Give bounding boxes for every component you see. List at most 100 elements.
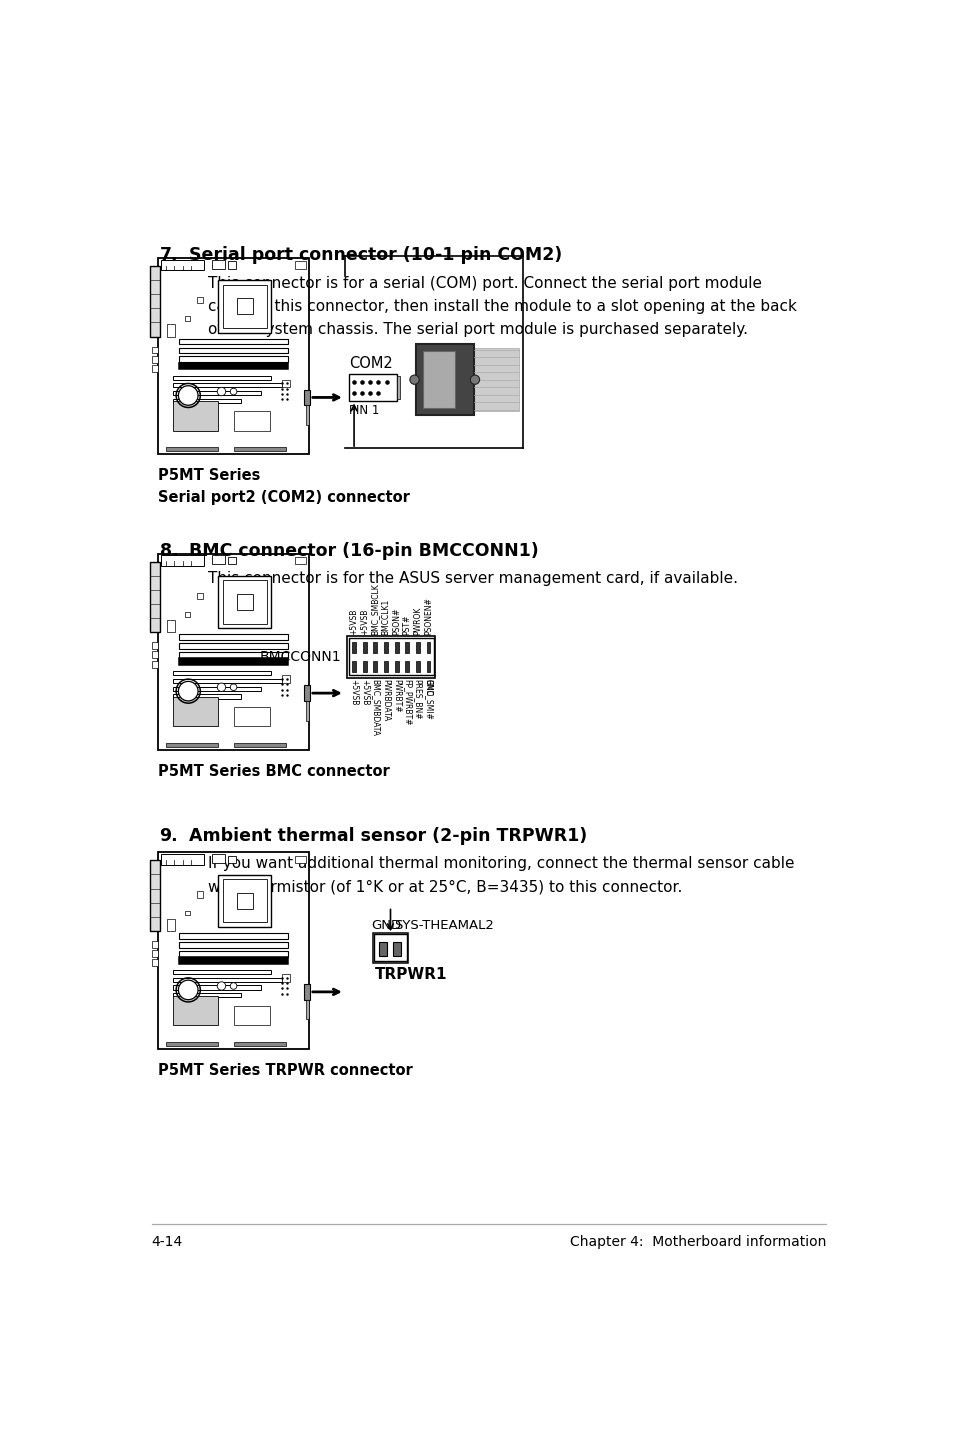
Text: with thermistor (of 1°K or at 25°C, B=3435) to this connector.: with thermistor (of 1°K or at 25°C, B=34…: [208, 880, 682, 894]
Bar: [179, 634, 288, 640]
Bar: [218, 280, 271, 332]
Bar: [172, 384, 282, 387]
Bar: [167, 620, 174, 633]
Bar: [393, 942, 400, 956]
Bar: [348, 374, 396, 401]
Bar: [161, 260, 204, 270]
Bar: [282, 974, 290, 982]
Bar: [179, 956, 288, 963]
Bar: [405, 643, 409, 653]
Text: Serial port2 (COM2) connector: Serial port2 (COM2) connector: [158, 490, 410, 505]
Bar: [233, 1005, 270, 1025]
Bar: [348, 638, 434, 676]
Bar: [236, 299, 253, 315]
Text: 9.: 9.: [159, 827, 178, 846]
Bar: [416, 661, 419, 673]
Bar: [172, 679, 282, 683]
Text: COM2: COM2: [349, 357, 393, 371]
Text: PSON#: PSON#: [392, 608, 400, 636]
Bar: [172, 401, 218, 431]
Bar: [172, 686, 260, 690]
Bar: [172, 672, 271, 676]
Text: Ambient thermal sensor (2-pin TRPWR1): Ambient thermal sensor (2-pin TRPWR1): [189, 827, 587, 846]
Circle shape: [230, 684, 236, 690]
Bar: [179, 348, 288, 354]
Bar: [474, 348, 518, 411]
Bar: [228, 262, 235, 269]
Text: BMC connector (16-pin BMCCONN1): BMC connector (16-pin BMCCONN1): [189, 542, 538, 561]
Bar: [422, 351, 455, 408]
Text: PWRBDATA: PWRBDATA: [381, 679, 390, 722]
Bar: [158, 554, 309, 751]
Circle shape: [470, 375, 479, 384]
Bar: [304, 984, 310, 999]
Bar: [197, 592, 203, 598]
Bar: [396, 375, 399, 398]
Bar: [352, 643, 355, 653]
Bar: [304, 390, 310, 406]
Bar: [150, 860, 159, 930]
Text: PST#: PST#: [402, 615, 412, 636]
Bar: [294, 557, 306, 565]
Circle shape: [410, 375, 418, 384]
Text: This connector is for the ASUS server management card, if available.: This connector is for the ASUS server ma…: [208, 571, 738, 587]
Bar: [172, 398, 241, 403]
Bar: [179, 362, 288, 370]
Bar: [228, 557, 235, 565]
Bar: [167, 919, 174, 930]
Text: Chapter 4:  Motherboard information: Chapter 4: Motherboard information: [569, 1235, 825, 1250]
Bar: [294, 856, 306, 863]
Bar: [304, 686, 310, 700]
Bar: [233, 411, 270, 431]
Circle shape: [217, 982, 226, 991]
Bar: [172, 971, 271, 974]
Bar: [172, 995, 218, 1025]
Bar: [152, 660, 158, 667]
Bar: [152, 347, 158, 354]
Text: If you want additional thermal monitoring, connect the thermal sensor cable: If you want additional thermal monitorin…: [208, 856, 794, 871]
Bar: [167, 324, 174, 336]
Bar: [179, 357, 288, 362]
Bar: [352, 661, 355, 673]
Bar: [152, 951, 158, 958]
Circle shape: [230, 982, 236, 989]
Bar: [185, 910, 190, 916]
Bar: [282, 676, 290, 683]
Text: cable to this connector, then install the module to a slot opening at the back: cable to this connector, then install th…: [208, 299, 797, 313]
Bar: [405, 661, 409, 673]
Bar: [218, 874, 271, 928]
Bar: [416, 643, 419, 653]
Bar: [152, 651, 158, 659]
Bar: [384, 661, 388, 673]
Bar: [172, 697, 218, 726]
Bar: [228, 856, 235, 863]
Bar: [373, 643, 376, 653]
Text: PWRBT#: PWRBT#: [392, 679, 400, 713]
Bar: [179, 659, 288, 666]
Text: FP_PWRBT#: FP_PWRBT#: [402, 679, 412, 726]
Bar: [306, 999, 309, 1020]
Text: BMC_SMBCLK: BMC_SMBCLK: [371, 584, 379, 636]
Bar: [152, 959, 158, 966]
Text: +5VSB: +5VSB: [349, 610, 358, 636]
Text: P5MT Series TRPWR connector: P5MT Series TRPWR connector: [158, 1063, 413, 1077]
Bar: [158, 257, 309, 454]
Text: Serial port connector (10-1 pin COM2): Serial port connector (10-1 pin COM2): [189, 246, 561, 265]
Text: PSONEN#: PSONEN#: [423, 598, 433, 636]
Bar: [362, 643, 366, 653]
Bar: [212, 555, 224, 565]
Bar: [166, 447, 218, 452]
Bar: [223, 581, 267, 624]
Bar: [172, 978, 282, 982]
Text: of the system chassis. The serial port module is purchased separately.: of the system chassis. The serial port m…: [208, 322, 747, 336]
Bar: [152, 643, 158, 649]
Bar: [179, 339, 288, 345]
Bar: [197, 298, 203, 303]
Bar: [282, 380, 290, 387]
Bar: [395, 643, 398, 653]
Text: P5MT Series BMC connector: P5MT Series BMC connector: [158, 764, 390, 779]
Bar: [233, 743, 286, 746]
Bar: [152, 365, 158, 372]
Bar: [172, 375, 271, 380]
Bar: [426, 643, 430, 653]
